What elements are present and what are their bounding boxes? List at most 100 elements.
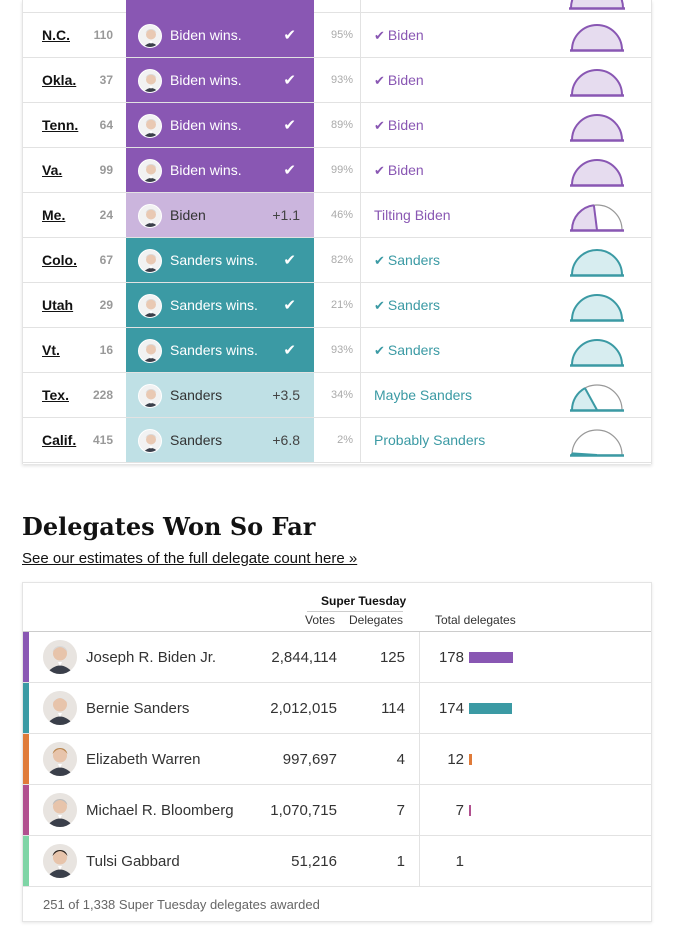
race-call-label: Sanders <box>387 252 441 268</box>
state-link[interactable]: Calif. <box>42 432 77 448</box>
reporting-gauge-icon <box>570 24 624 52</box>
candidate-super-tuesday-delegates: 125 <box>379 649 405 666</box>
check-icon: ✔ <box>283 252 296 269</box>
candidate-total-delegates: 1 <box>455 853 464 870</box>
state-link[interactable]: Colo. <box>42 252 77 268</box>
state-row: Me. 24 Biden ✔ +1.1 46% ✔Tilting Biden <box>23 193 651 238</box>
state-link[interactable]: Me. <box>42 207 66 223</box>
state-link[interactable]: Tex. <box>42 387 69 403</box>
state-delegates: 67 <box>99 253 113 267</box>
race-call-label: Probably Sanders <box>374 432 486 448</box>
candidate-color-stripe <box>23 734 29 784</box>
candidate-avatar <box>138 339 162 363</box>
candidate-row: Elizabeth Warren 997,697 4 12 <box>23 734 651 785</box>
row-divider <box>360 13 361 57</box>
reporting-percent: 93% <box>330 344 353 356</box>
check-icon: ✔ <box>374 163 385 178</box>
check-icon: ✔ <box>374 28 385 43</box>
total-delegates-bar <box>469 805 471 816</box>
candidate-votes: 2,844,114 <box>271 649 337 666</box>
race-call: ✔ Biden <box>374 148 424 193</box>
check-icon: ✔ <box>374 298 385 313</box>
result-bar: Sanders ✔ +6.8 <box>126 418 314 462</box>
reporting-percent: 95% <box>330 29 353 41</box>
state-row: Va. 99 Biden wins. ✔ 99% ✔ Biden <box>23 148 651 193</box>
candidate-name: Joseph R. Biden Jr. <box>86 649 217 666</box>
candidate-row: Tulsi Gabbard 51,216 1 1 <box>23 836 651 887</box>
reporting-percent: 89% <box>330 119 353 131</box>
row-divider <box>360 103 361 147</box>
state-link[interactable]: Va. <box>42 162 63 178</box>
state-row: Vt. 16 Sanders wins. ✔ 93% ✔ Sanders <box>23 328 651 373</box>
candidate-label: Sanders wins. <box>170 297 258 313</box>
reporting-gauge-icon <box>570 384 624 412</box>
reporting-percent: 99% <box>330 164 353 176</box>
state-delegates: 228 <box>92 388 113 402</box>
check-icon: ✔ <box>283 27 296 44</box>
state-link[interactable]: N.C. <box>42 27 70 43</box>
candidate-label: Sanders <box>170 432 223 448</box>
reporting-percent: 93% <box>330 74 353 86</box>
state-delegates: 29 <box>99 298 113 312</box>
race-call-label: Biden <box>387 27 424 43</box>
row-divider <box>360 148 361 192</box>
candidate-total-delegates: 174 <box>438 700 464 717</box>
row-divider <box>360 193 361 237</box>
candidate-name: Michael R. Bloomberg <box>86 802 234 819</box>
delegates-header: Delegates <box>349 613 404 627</box>
state-delegates: 99 <box>99 163 113 177</box>
result-bar: Biden wins. ✔ <box>126 103 314 147</box>
state-link[interactable]: Tenn. <box>42 117 79 133</box>
race-call-label: Sanders <box>387 297 441 313</box>
candidate-votes: 2,012,015 <box>270 700 337 717</box>
reporting-gauge-icon <box>570 429 624 457</box>
reporting-percent: 46% <box>330 209 353 221</box>
candidate-avatar <box>43 793 77 827</box>
candidate-avatar <box>138 249 162 273</box>
candidate-avatar <box>138 204 162 228</box>
reporting-percent: 82% <box>330 254 353 266</box>
total-delegates-header: Total delegates <box>435 613 516 627</box>
candidate-avatar <box>138 384 162 408</box>
state-link[interactable]: Utah <box>42 297 74 313</box>
reporting-gauge-icon <box>570 204 624 232</box>
candidate-avatar <box>138 429 162 453</box>
result-bar: Sanders wins. ✔ <box>126 283 314 327</box>
super-tuesday-header: Super Tuesday <box>321 594 407 608</box>
race-call-label: Biden <box>387 117 424 133</box>
race-call: ✔ Sanders <box>374 238 440 283</box>
reporting-gauge-icon <box>570 114 624 142</box>
race-call: ✔ Biden <box>374 13 424 58</box>
reporting-percent: 34% <box>330 389 353 401</box>
check-icon: ✔ <box>283 297 296 314</box>
check-icon: ✔ <box>283 117 296 134</box>
state-link[interactable]: Okla. <box>42 72 77 88</box>
race-call-label: Biden <box>387 162 424 178</box>
candidate-name: Elizabeth Warren <box>86 751 201 768</box>
reporting-gauge-icon <box>570 249 624 277</box>
candidate-avatar <box>43 742 77 776</box>
row-divider <box>360 238 361 282</box>
margin-value: +6.8 <box>272 432 300 448</box>
reporting-gauge-icon <box>570 339 624 367</box>
state-delegates: 415 <box>92 433 113 447</box>
candidate-label: Sanders <box>170 387 223 403</box>
candidate-votes: 997,697 <box>282 751 337 768</box>
check-icon: ✔ <box>374 73 385 88</box>
result-bar: Sanders wins. ✔ <box>126 238 314 282</box>
delegates-awarded-note: 251 of 1,338 Super Tuesday delegates awa… <box>43 897 320 912</box>
state-row: Utah 29 Sanders wins. ✔ 21% ✔ Sanders <box>23 283 651 328</box>
state-row-partial <box>23 0 651 13</box>
candidate-color-stripe <box>23 836 29 886</box>
state-row: N.C. 110 Biden wins. ✔ 95% ✔ Biden <box>23 13 651 58</box>
race-call-label: Tilting Biden <box>374 207 451 223</box>
candidate-avatar <box>138 294 162 318</box>
result-bar: Biden ✔ +1.1 <box>126 193 314 237</box>
candidate-label: Sanders wins. <box>170 252 258 268</box>
state-link[interactable]: Vt. <box>42 342 60 358</box>
candidate-votes: 51,216 <box>291 853 337 870</box>
candidate-total-delegates: 178 <box>438 649 464 666</box>
result-bar: Biden wins. ✔ <box>126 58 314 102</box>
votes-header: Votes <box>305 613 336 627</box>
delegate-estimates-link[interactable]: See our estimates of the full delegate c… <box>22 550 358 567</box>
